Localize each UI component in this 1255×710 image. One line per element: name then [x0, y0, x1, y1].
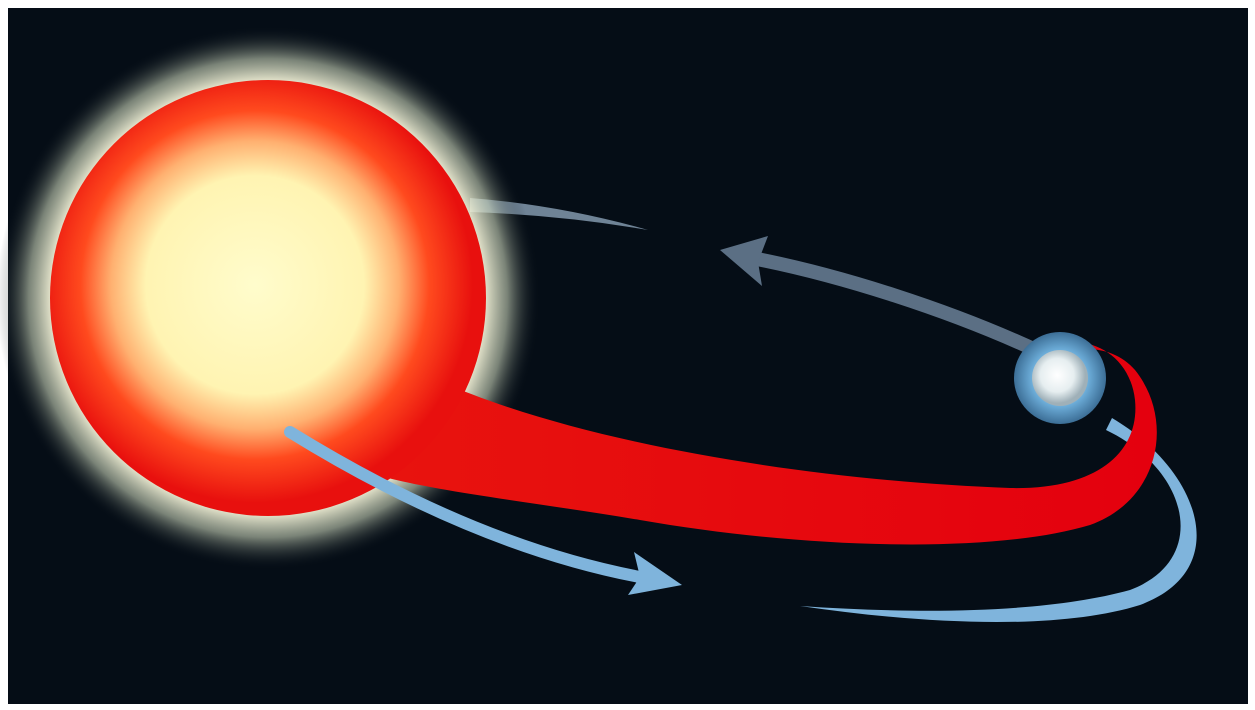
- mass-stream: [360, 342, 1157, 545]
- red-giant: [50, 80, 486, 516]
- orbit-arrow-head: [720, 236, 768, 286]
- lower-arrow-head: [628, 552, 682, 595]
- lower-arrow-shaft: [284, 426, 651, 584]
- orbit-arrow-shaft: [745, 251, 1047, 359]
- white-dwarf: [1032, 350, 1088, 406]
